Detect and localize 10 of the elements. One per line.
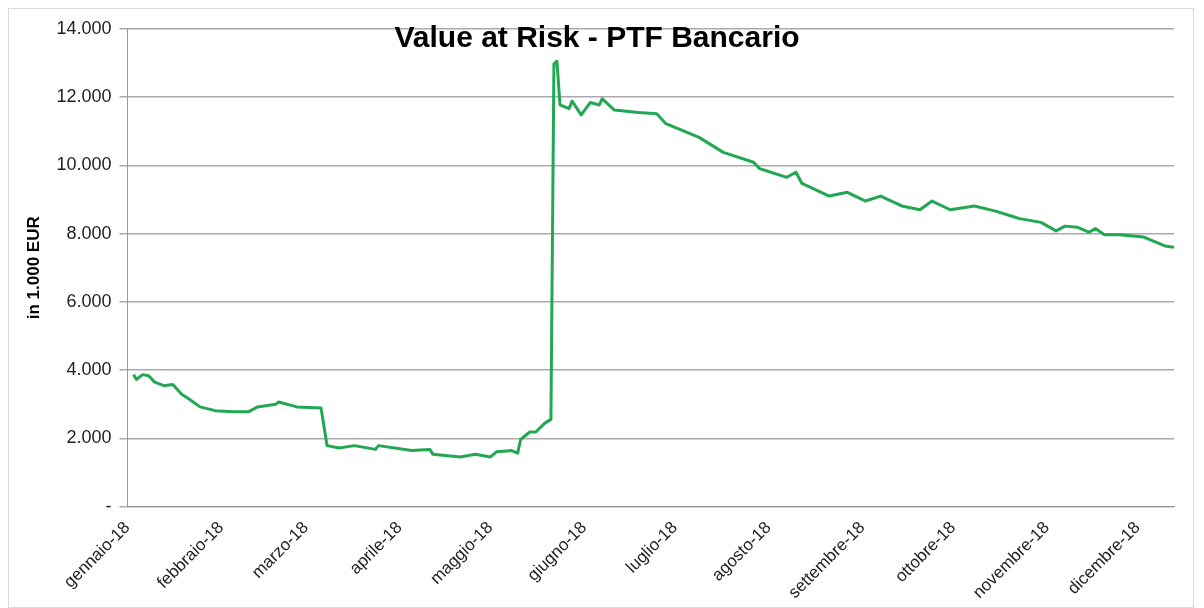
y-axis-title: in 1.000 EUR <box>23 216 43 320</box>
y-tick-label: 2.000 <box>66 427 112 448</box>
y-tick-label: 4.000 <box>66 359 112 380</box>
y-tick-label: 6.000 <box>66 290 112 311</box>
y-tick-label: 14.000 <box>56 17 112 38</box>
chart-title: Value at Risk - PTF Bancario <box>394 20 800 54</box>
y-tick-label: 10.000 <box>56 154 112 175</box>
y-tick-label: 8.000 <box>66 222 112 243</box>
y-tick-label: 12.000 <box>56 86 112 107</box>
y-tick-label: - <box>105 495 112 516</box>
